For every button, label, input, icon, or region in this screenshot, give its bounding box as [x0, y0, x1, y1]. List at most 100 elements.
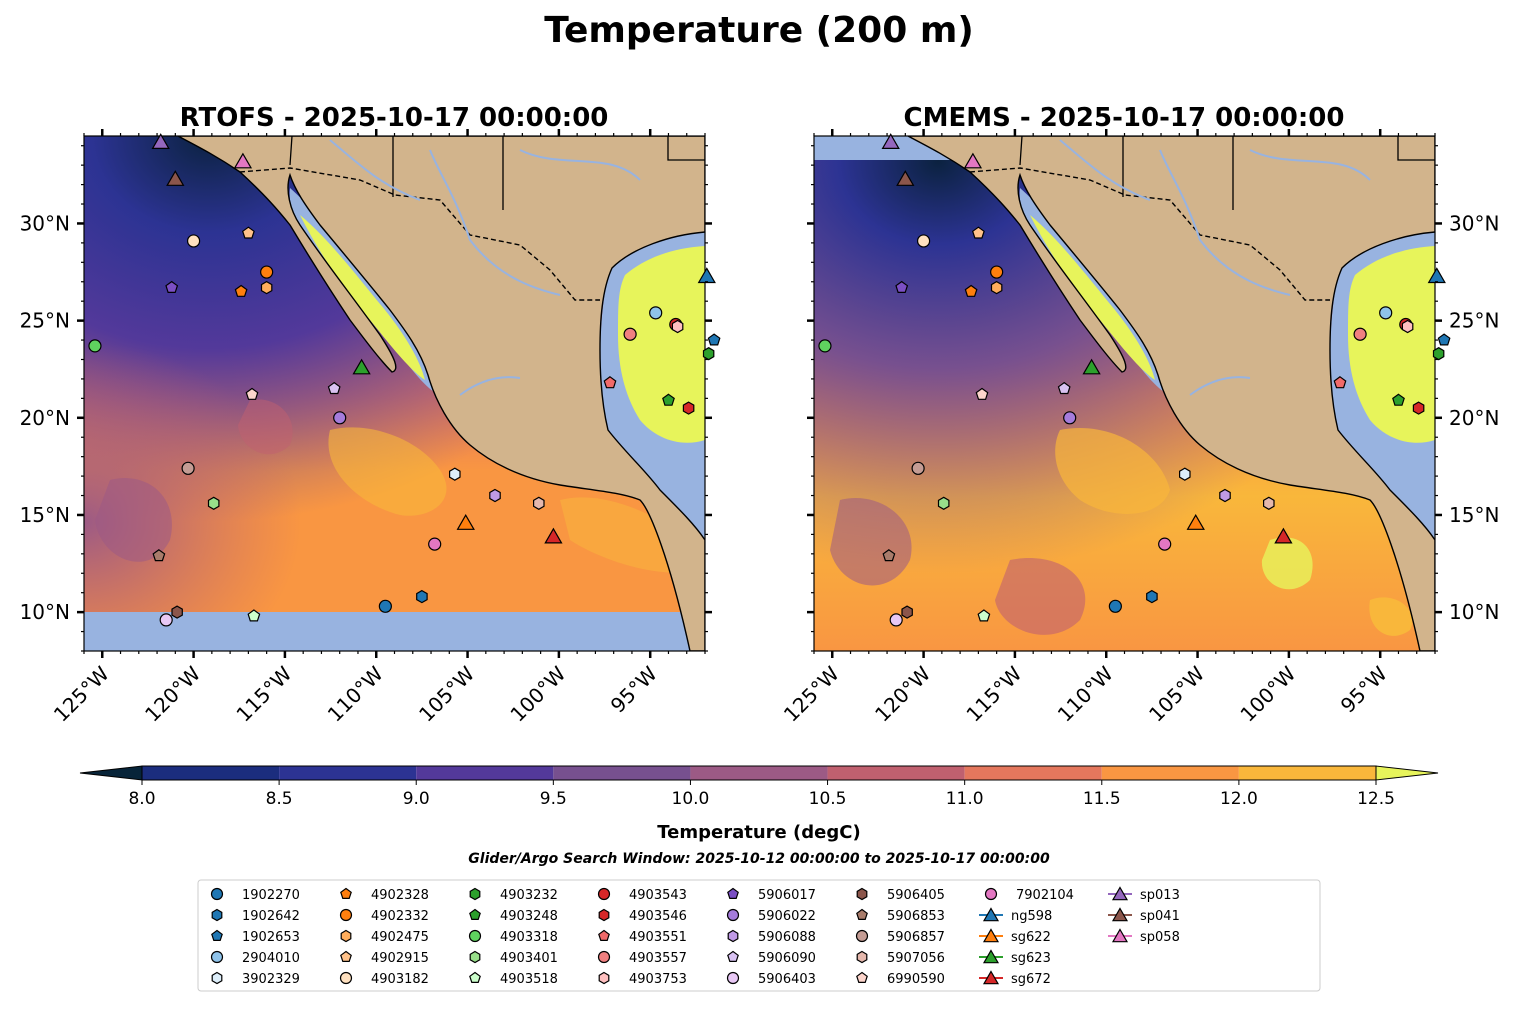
legend-label: sp041 [1140, 909, 1180, 924]
marker-6990590 [975, 387, 989, 400]
figure-title: Temperature (200 m) [544, 10, 974, 51]
lon-tick-label: 100°W [1235, 661, 1300, 726]
lat-tick-label: 10°N [20, 600, 70, 624]
legend-marker [468, 929, 482, 943]
colorbar-bin [279, 766, 417, 780]
legend-marker [339, 971, 353, 985]
legend-marker [982, 949, 1000, 964]
legend-item-4902332: 4902332 [339, 908, 429, 924]
marker-4902475 [990, 280, 1003, 295]
lon-tick-label: 120°W [140, 661, 205, 726]
marker-5906853 [882, 549, 896, 562]
marker-4903182 [916, 234, 931, 248]
marker-5906403 [159, 613, 173, 627]
map-panel-rtofs: RTOFS - 2025-10-17 00:00:00 [83, 103, 721, 652]
marker-1902642 [1146, 589, 1158, 604]
legend-marker [598, 971, 610, 985]
legend-marker [856, 971, 868, 984]
legend-marker [1111, 886, 1129, 901]
marker-sg672 [544, 527, 563, 544]
legend-label: 4903543 [629, 888, 687, 903]
legend-marker [855, 929, 869, 943]
legend-label: 4902915 [371, 951, 429, 966]
marker-4902475 [260, 280, 273, 295]
legend-item-4902915: 4902915 [340, 950, 429, 966]
legend-item-1902642: 1902642 [211, 908, 300, 924]
legend-item-4903182: 4903182 [339, 971, 429, 987]
state-border [1019, 136, 1435, 210]
lat-tick-label: 20°N [20, 406, 70, 430]
legend-label: 5906090 [758, 951, 816, 966]
legend-item-sp058: sp058 [1108, 928, 1180, 945]
marker-4903318 [88, 339, 102, 353]
marker-4903232 [702, 347, 715, 361]
colorbar-bin [827, 766, 965, 780]
marker-4903182 [186, 234, 201, 248]
legend-marker [210, 950, 224, 964]
river [1059, 139, 1371, 396]
legend-item-1902270: 1902270 [210, 887, 300, 903]
legend-item-5906022: 5906022 [726, 908, 816, 924]
legend-item-sg623: sg623 [979, 949, 1051, 966]
legend-marker [856, 887, 868, 901]
colorbar-bin [416, 766, 554, 780]
legend-item-5906017: 5906017 [727, 887, 816, 903]
lat-tick-label: 30°N [20, 211, 70, 235]
marker-sp058 [963, 152, 983, 169]
marker-5906405 [901, 605, 913, 619]
lon-tick-label: 95°W [606, 661, 662, 717]
legend-item-4903551: 4903551 [598, 929, 687, 945]
legend-label: 5907056 [887, 951, 945, 966]
legend-marker [856, 908, 868, 921]
marker-4903401 [207, 496, 220, 510]
legend-marker [469, 887, 481, 901]
legend-item-3902329: 3902329 [211, 971, 300, 987]
legend-label: 7902104 [1016, 888, 1074, 903]
colorbar-tick-label: 12.5 [1357, 789, 1395, 809]
legend-marker [340, 929, 352, 943]
legend-item-5906088: 5906088 [727, 929, 816, 945]
lat-tick-label: 25°N [20, 309, 70, 333]
us-mexico-border [239, 167, 600, 301]
marker-6990590 [245, 387, 259, 400]
colorbar-tick-label: 11.5 [1083, 789, 1121, 809]
marker-3902329 [449, 467, 461, 481]
legend-label: 5906857 [887, 930, 945, 945]
marker-4903557 [623, 327, 637, 341]
legend-marker [1111, 928, 1129, 943]
legend-label: 4903232 [500, 888, 558, 903]
colorbar-tick-label: 12.0 [1220, 789, 1258, 809]
marker-2904010 [649, 306, 663, 320]
legend-label: 5906088 [758, 930, 816, 945]
legend-marker [727, 950, 739, 963]
marker-5906403 [889, 613, 903, 627]
legend-item-5906853: 5906853 [856, 908, 945, 924]
legend-item-ng598: ng598 [979, 907, 1052, 924]
colorbar-bin [964, 766, 1102, 780]
marker-sp013 [151, 133, 170, 149]
legend-label: 5906022 [758, 909, 816, 924]
colorbar-tick-label: 9.0 [403, 789, 430, 809]
legend-label: 4902332 [371, 909, 429, 924]
lon-tick-label: 110°W [1053, 661, 1118, 726]
markers [818, 133, 1451, 627]
marker-4903546 [1412, 401, 1425, 415]
marker-sg672 [1274, 527, 1293, 544]
lon-tick-label: 105°W [414, 661, 479, 726]
legend-label: 4903248 [500, 909, 558, 924]
warm-patch [328, 427, 447, 516]
legend-marker [727, 929, 739, 943]
lon-tick-label: 110°W [323, 661, 388, 726]
warm-patch [1369, 597, 1413, 636]
markers [88, 133, 721, 627]
marker-5906405 [171, 605, 183, 619]
marker-4902915 [971, 226, 985, 239]
legend-marker [210, 887, 224, 901]
legend-label: 4902475 [371, 930, 429, 945]
marker-5906022 [333, 411, 347, 425]
marker-5906088 [489, 488, 501, 503]
legend-marker [597, 887, 611, 901]
marker-7902104 [1158, 537, 1172, 551]
legend-marker [726, 971, 740, 985]
colorbar-bin [553, 766, 691, 780]
